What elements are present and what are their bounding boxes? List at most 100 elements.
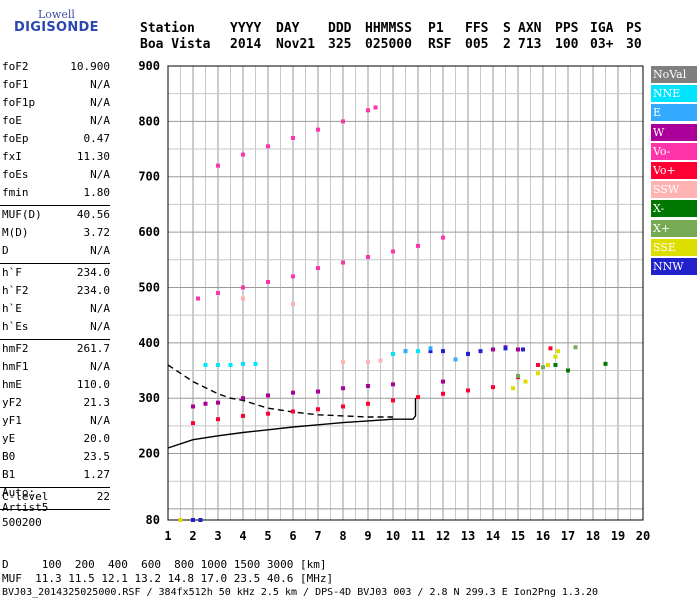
param-value: N/A — [90, 96, 110, 109]
param-row-foF2: foF2 10.900 — [2, 60, 110, 78]
header-label-8: AXN — [518, 21, 542, 36]
legend-item-Vo+: Vo+ — [651, 162, 697, 179]
header-label-5: P1 — [428, 21, 444, 36]
point-Vo+ — [316, 407, 320, 412]
point-SSW — [366, 359, 370, 364]
param-row-foE: foE N/A — [2, 114, 110, 132]
file-info: BVJ03_2014325025000.RSF / 384fx512h 50 k… — [2, 587, 599, 598]
param-value: 23.5 — [83, 450, 111, 463]
point-SSW — [241, 296, 245, 301]
param-value: 21.3 — [83, 396, 111, 409]
param-value: N/A — [90, 78, 110, 91]
point-W — [216, 400, 220, 405]
point-SSE — [523, 379, 528, 384]
x-tick-label: 6 — [289, 529, 296, 543]
point-Vo- — [266, 279, 270, 284]
x-tick-label: 19 — [611, 529, 625, 543]
param-row-foEs: foEs N/A — [2, 168, 110, 186]
param-value: 234.0 — [76, 284, 110, 297]
header-value-9: 100 — [555, 37, 579, 52]
param-value: 261.7 — [76, 342, 110, 355]
param-name: foEs — [2, 168, 29, 181]
header-value-7: 2 — [503, 37, 511, 52]
param-value: 10.900 — [70, 60, 110, 73]
point-W — [203, 401, 208, 406]
point-W — [441, 379, 445, 384]
y-tick-label: 700 — [138, 170, 160, 184]
x-tick-label: 16 — [536, 529, 550, 543]
point-Vo- — [216, 291, 220, 295]
auto-line-1: Artist5 — [2, 501, 49, 514]
param-value: 0.47 — [83, 132, 111, 145]
y-tick-label: 800 — [138, 114, 160, 128]
point-X+ — [516, 374, 520, 379]
header-value-6: 005 — [465, 37, 489, 52]
point-SSE — [511, 386, 515, 391]
point-SSE — [178, 518, 183, 522]
point-SSE — [556, 349, 560, 354]
param-value: 1.27 — [83, 468, 111, 481]
x-tick-label: 15 — [511, 529, 525, 543]
legend-item-SSE: SSE — [651, 238, 697, 256]
x-tick-label: 20 — [636, 529, 650, 543]
point-Vo- — [416, 243, 420, 248]
param-value: 20.0 — [83, 432, 111, 445]
point-SSE — [546, 362, 550, 367]
param-value: 234.0 — [76, 266, 110, 279]
header-label-0: Station — [140, 21, 195, 36]
point-Vo+ — [536, 362, 540, 367]
header-label-4: HHMMSS — [365, 21, 412, 36]
param-separator — [0, 205, 110, 206]
param-name: hmF2 — [2, 342, 29, 355]
param-name: hmF1 — [2, 360, 29, 373]
point-NNW — [466, 351, 470, 356]
point-NNE — [391, 351, 395, 356]
point-SSW — [378, 358, 383, 363]
point-Vo+ — [266, 411, 270, 416]
point-Vo- — [216, 163, 220, 168]
param-name: h`F2 — [2, 284, 29, 297]
y-tick-label: 300 — [138, 391, 160, 405]
legend-item-SSW: SSW — [651, 181, 697, 199]
legend-item-X-: X- — [651, 200, 697, 218]
point-SSW — [291, 302, 295, 307]
point-E — [403, 349, 408, 354]
param-row-hmF2: hmF2 261.7 — [2, 342, 110, 360]
muf-row: MUF 11.3 11.5 12.1 13.2 14.8 17.0 23.5 4… — [2, 572, 334, 585]
point-X+ — [573, 345, 578, 350]
point-Vo- — [391, 249, 395, 254]
point-NNE — [228, 362, 233, 367]
param-value: 1.80 — [83, 186, 111, 199]
header-value-10: 03+ — [590, 37, 614, 52]
point-W — [391, 382, 395, 387]
header-value-11: 30 — [626, 37, 642, 52]
x-tick-label: 5 — [264, 529, 271, 543]
x-tick-label: 10 — [386, 529, 400, 543]
x-tick-label: 4 — [239, 529, 246, 543]
param-value: 3.72 — [83, 226, 111, 239]
point-Vo- — [291, 135, 295, 140]
point-Vo+ — [341, 404, 345, 409]
point-Vo+ — [291, 409, 295, 414]
x-tick-label: 2 — [189, 529, 196, 543]
param-row-foF1: foF1 N/A — [2, 78, 110, 96]
param-name: M(D) — [2, 226, 29, 239]
param-name: hmE — [2, 378, 22, 391]
y-tick-label: 80 — [146, 513, 160, 527]
point-W — [341, 386, 345, 391]
param-value: 40.56 — [76, 208, 110, 221]
legend-item-NNW: NNW — [651, 258, 697, 275]
point-W — [266, 393, 270, 398]
param-name: D — [2, 244, 9, 257]
x-tick-label: 18 — [586, 529, 600, 543]
legend-item-Vo-: Vo- — [651, 142, 697, 160]
curve-profile — [167, 398, 417, 449]
header-label-6: FFS — [465, 21, 489, 36]
point-Vo+ — [466, 388, 470, 393]
param-value: 11.30 — [76, 150, 110, 163]
param-name: h`Es — [2, 320, 29, 333]
point-Vo+ — [216, 417, 220, 422]
param-value: N/A — [90, 320, 110, 333]
legend-item-W: W — [651, 123, 697, 141]
